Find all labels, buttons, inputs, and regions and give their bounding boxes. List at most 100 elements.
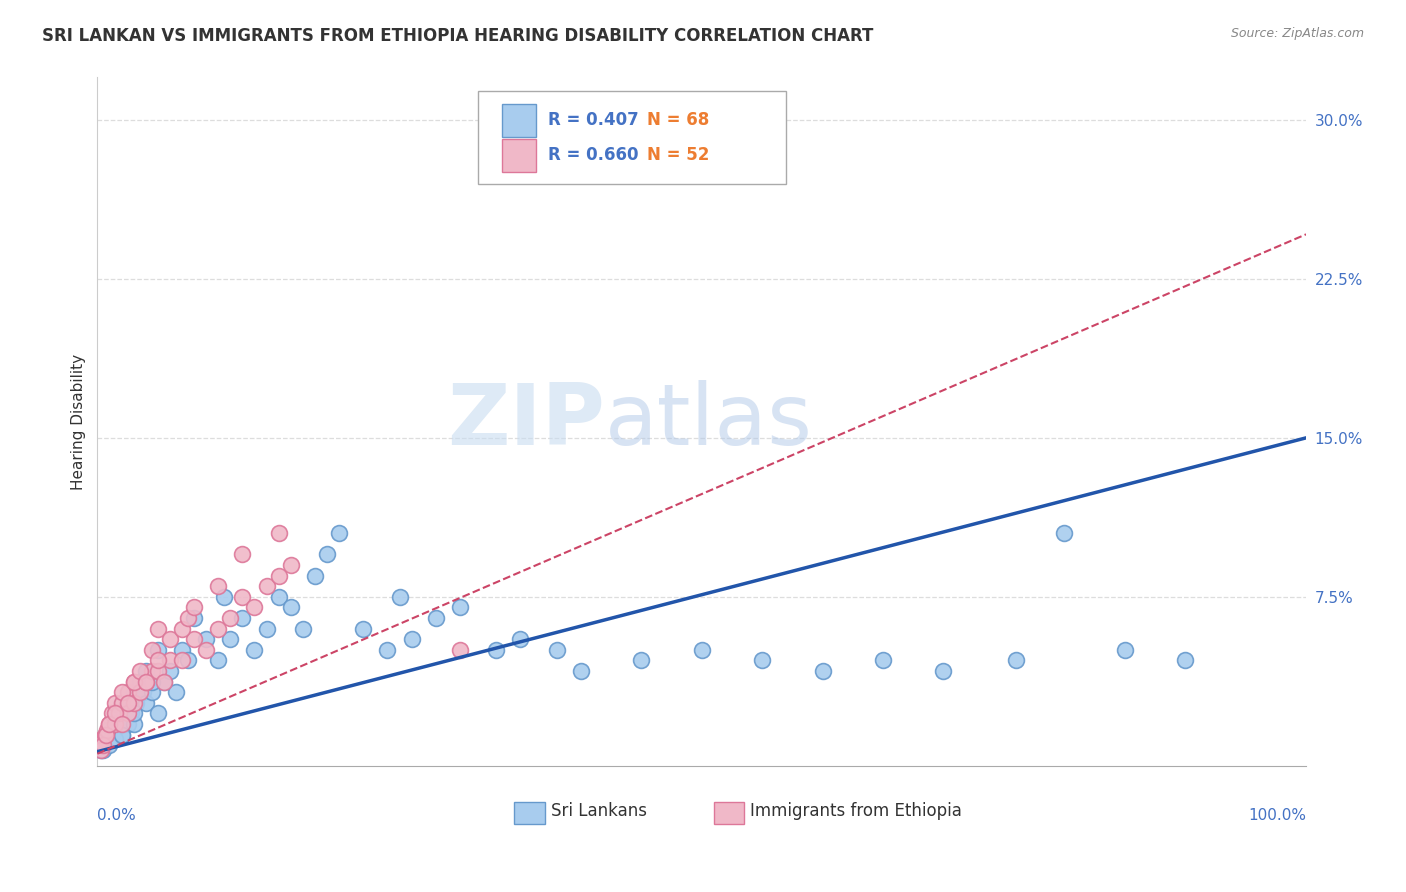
Point (117, 685, 139, 699)
Point (117, 696, 139, 710)
Point (352, 622, 374, 636)
Point (98, 728, 121, 742)
Point (101, 706, 124, 721)
Text: 100.0%: 100.0% (1249, 808, 1306, 822)
Point (104, 706, 127, 721)
Point (267, 526, 290, 541)
Point (256, 579, 278, 593)
Point (141, 664, 163, 678)
Text: R = 0.660: R = 0.660 (548, 146, 638, 164)
Point (932, 664, 955, 678)
Text: Sri Lankans: Sri Lankans (551, 802, 647, 821)
Point (135, 674, 157, 689)
Point (104, 706, 127, 721)
Point (1174, 653, 1197, 667)
Point (125, 696, 148, 710)
Point (122, 696, 145, 710)
Point (90, 742, 112, 756)
Point (146, 706, 169, 721)
Point (183, 611, 205, 625)
Point (141, 643, 163, 657)
Text: atlas: atlas (605, 381, 813, 464)
Point (231, 611, 253, 625)
Point (98, 717, 121, 731)
Point (89, 739, 111, 753)
Bar (515, 802, 544, 823)
Point (195, 643, 218, 657)
Point (183, 600, 205, 615)
Point (401, 632, 423, 647)
Point (328, 526, 350, 541)
Point (104, 717, 127, 731)
Bar (502, 138, 536, 171)
Point (280, 558, 302, 572)
Point (449, 600, 471, 615)
Point (128, 674, 150, 689)
Point (110, 696, 132, 710)
Point (110, 717, 132, 731)
Text: ZIP: ZIP (447, 381, 605, 464)
Point (93, 739, 115, 753)
Point (207, 622, 229, 636)
Point (153, 674, 176, 689)
Point (214, 590, 236, 604)
Point (485, 643, 508, 657)
Point (751, 653, 773, 667)
Point (122, 717, 145, 731)
Point (256, 622, 278, 636)
Point (231, 590, 253, 604)
Text: R = 0.407: R = 0.407 (548, 112, 638, 129)
Point (122, 706, 145, 721)
Point (93, 739, 115, 753)
Text: SRI LANKAN VS IMMIGRANTS FROM ETHIOPIA HEARING DISABILITY CORRELATION CHART: SRI LANKAN VS IMMIGRANTS FROM ETHIOPIA H… (42, 27, 873, 45)
Point (690, 643, 713, 657)
Point (546, 643, 568, 657)
Point (280, 600, 302, 615)
Point (101, 728, 124, 742)
Point (128, 685, 150, 699)
Point (98, 717, 121, 731)
Point (141, 674, 163, 689)
Point (122, 674, 145, 689)
Point (122, 685, 145, 699)
Y-axis label: Hearing Disability: Hearing Disability (72, 354, 86, 490)
Point (207, 579, 229, 593)
Point (1053, 526, 1076, 541)
Point (135, 664, 157, 678)
Point (872, 653, 894, 667)
Point (110, 696, 132, 710)
FancyBboxPatch shape (478, 91, 786, 185)
Point (1114, 643, 1136, 657)
Point (117, 706, 139, 721)
Point (108, 717, 131, 731)
Point (108, 706, 131, 721)
Point (509, 632, 531, 647)
Point (425, 611, 447, 625)
Point (146, 653, 169, 667)
Point (110, 728, 132, 742)
Point (135, 696, 157, 710)
Point (449, 643, 471, 657)
Point (630, 653, 652, 667)
Point (110, 685, 132, 699)
Point (569, 664, 592, 678)
Text: Immigrants from Ethiopia: Immigrants from Ethiopia (749, 802, 962, 821)
Point (170, 643, 193, 657)
Point (104, 731, 127, 746)
Point (93, 728, 115, 742)
Point (132, 685, 155, 699)
Point (207, 653, 229, 667)
Point (146, 643, 169, 657)
Point (267, 590, 290, 604)
Point (104, 696, 127, 710)
Point (219, 611, 242, 625)
Point (267, 568, 290, 582)
Text: N = 68: N = 68 (647, 112, 710, 129)
Text: 0.0%: 0.0% (97, 808, 136, 822)
Point (117, 717, 139, 731)
Point (159, 664, 181, 678)
Point (120, 706, 142, 721)
Point (146, 622, 169, 636)
Point (135, 674, 157, 689)
Point (98, 739, 121, 753)
